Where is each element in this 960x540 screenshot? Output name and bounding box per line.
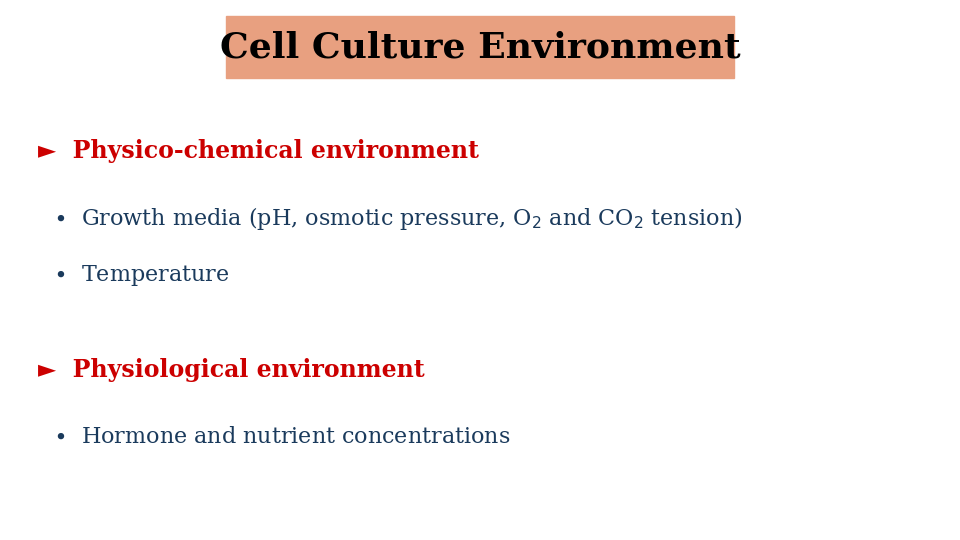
Text: ►  Physiological environment: ► Physiological environment: [38, 358, 425, 382]
Text: ►  Physico-chemical environment: ► Physico-chemical environment: [38, 139, 479, 163]
Text: $\bullet$  Temperature: $\bullet$ Temperature: [53, 263, 229, 288]
Text: $\bullet$  Growth media (pH, osmotic pressure, O$_2$ and CO$_2$ tension): $\bullet$ Growth media (pH, osmotic pres…: [53, 205, 742, 232]
Text: Cell Culture Environment: Cell Culture Environment: [220, 30, 740, 64]
Text: $\bullet$  Hormone and nutrient concentrations: $\bullet$ Hormone and nutrient concentra…: [53, 427, 510, 448]
FancyBboxPatch shape: [226, 16, 734, 78]
